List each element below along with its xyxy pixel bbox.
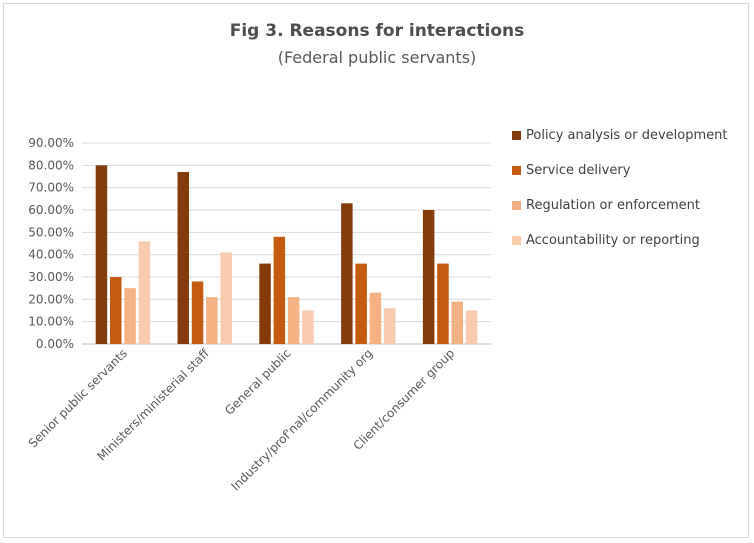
y-tick-label: 30.00% bbox=[28, 270, 74, 284]
x-tick-label: General public bbox=[222, 346, 294, 418]
bar bbox=[384, 308, 396, 344]
bar bbox=[124, 288, 136, 344]
legend-label: Regulation or enforcement bbox=[526, 198, 700, 213]
y-tick-label: 70.00% bbox=[28, 181, 74, 195]
chart-subtitle: (Federal public servants) bbox=[277, 48, 477, 67]
y-tick-label: 20.00% bbox=[28, 292, 74, 306]
y-tick-label: 10.00% bbox=[28, 315, 74, 329]
bar bbox=[220, 252, 232, 344]
bar bbox=[138, 241, 151, 344]
legend-item: Service delivery bbox=[512, 153, 752, 188]
legend-swatch bbox=[512, 131, 521, 140]
legend-swatch bbox=[512, 236, 521, 245]
chart-title: Fig 3. Reasons for interactions bbox=[229, 21, 525, 41]
bar bbox=[259, 263, 271, 344]
y-tick-label: 90.00% bbox=[28, 136, 74, 150]
bar bbox=[302, 310, 314, 344]
bar bbox=[355, 263, 367, 344]
bar bbox=[273, 236, 286, 344]
bar bbox=[191, 281, 204, 344]
bar bbox=[465, 310, 478, 344]
chart-legend: Policy analysis or development Service de… bbox=[512, 118, 752, 258]
legend-label: Service delivery bbox=[526, 163, 631, 178]
bar bbox=[287, 297, 300, 344]
legend-label: Policy analysis or development bbox=[526, 128, 728, 143]
bar bbox=[177, 172, 189, 344]
bar bbox=[451, 301, 463, 344]
bar bbox=[437, 263, 449, 344]
y-tick-label: 60.00% bbox=[28, 203, 74, 217]
legend-item: Regulation or enforcement bbox=[512, 188, 752, 223]
bar bbox=[341, 203, 353, 344]
bar bbox=[369, 292, 382, 344]
y-tick-label: 0.00% bbox=[36, 337, 74, 351]
legend-item: Policy analysis or development bbox=[512, 118, 752, 153]
bar bbox=[422, 210, 435, 344]
legend-swatch bbox=[512, 201, 521, 210]
legend-label: Accountability or reporting bbox=[526, 233, 700, 248]
bar bbox=[110, 277, 122, 344]
y-tick-label: 50.00% bbox=[28, 225, 74, 239]
x-tick-label: Industry/prof'nal/community org bbox=[228, 346, 375, 493]
legend-item: Accountability or reporting bbox=[512, 223, 752, 258]
legend-swatch bbox=[512, 166, 521, 175]
bar bbox=[206, 297, 218, 344]
y-tick-label: 80.00% bbox=[28, 158, 74, 172]
bar bbox=[95, 165, 108, 344]
chart-frame bbox=[3, 3, 749, 538]
y-tick-label: 40.00% bbox=[28, 248, 74, 262]
